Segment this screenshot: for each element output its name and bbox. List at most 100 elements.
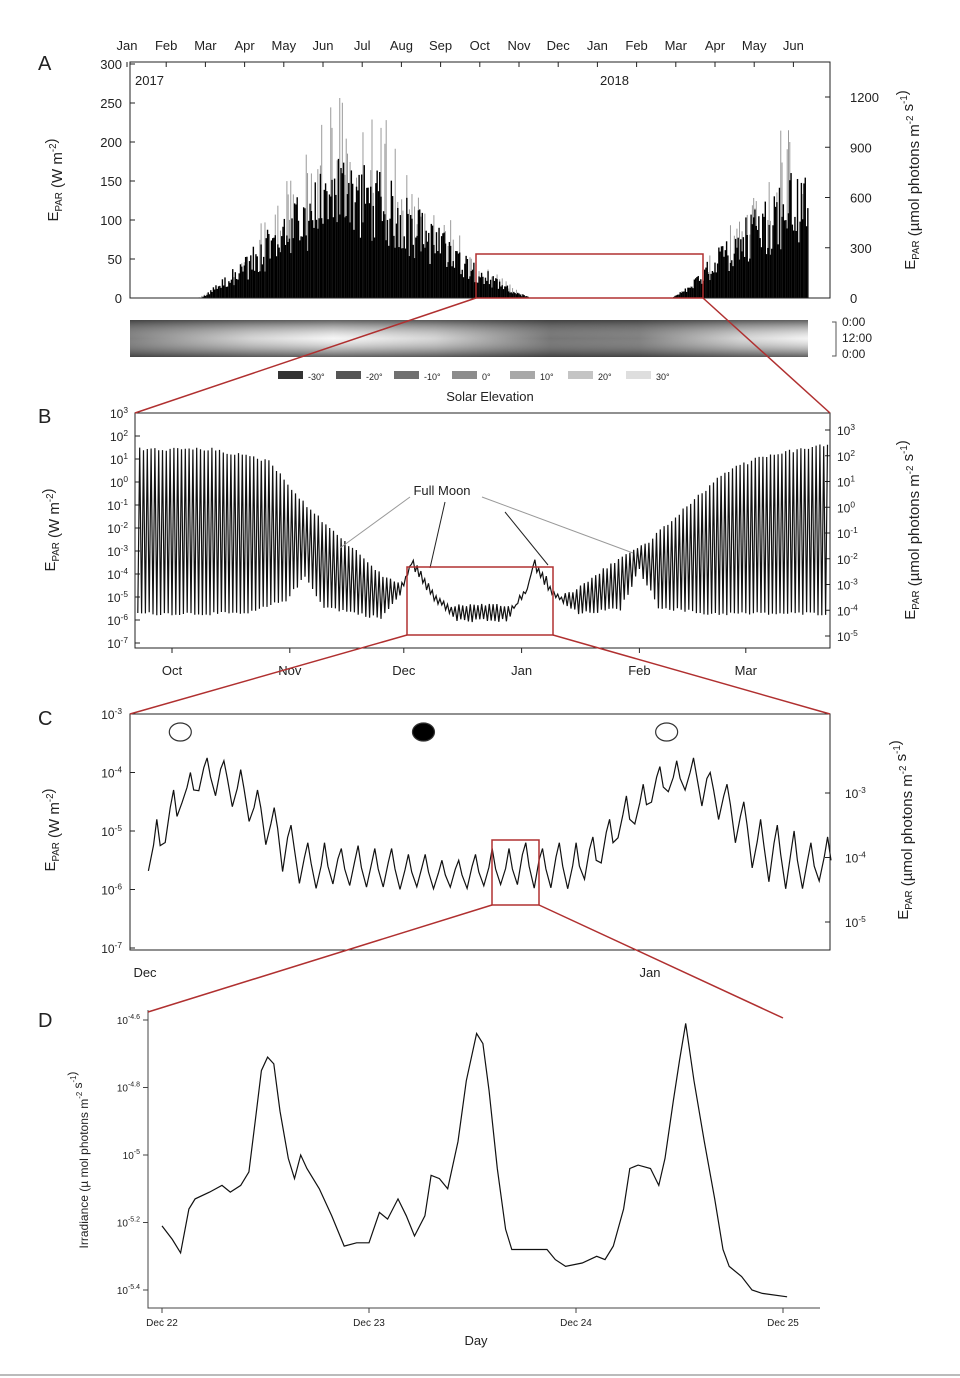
solar-legend-label: -30°: [308, 372, 325, 382]
panel-a-month-label: Sep: [429, 38, 452, 53]
panel-b-month-label: Mar: [735, 663, 758, 678]
panel-b-month-label: Jan: [511, 663, 532, 678]
panel-a-month-label: May: [272, 38, 297, 53]
panel-a-y2label: EPAR (µmol photons m-2 s-1): [894, 90, 923, 270]
panel-b-y2label: EPAR (µmol photons m-2 s-1): [894, 440, 923, 620]
panel-b-y2-tick-label: 10-3: [837, 577, 858, 593]
panel-label-b: B: [38, 406, 51, 428]
panel-a-month-label: Jun: [313, 38, 334, 53]
panel-a-y-tick-label: 50: [108, 252, 122, 267]
full-moon-pointer: [481, 496, 634, 554]
panel-b-y2-tick-label: 10-5: [837, 628, 858, 644]
solar-legend-label: -10°: [424, 372, 441, 382]
panel-b-y-tick-label: 10-2: [107, 520, 128, 536]
panel-b-y-tick-label: 102: [110, 428, 128, 444]
solar-elevation-band: [130, 320, 808, 357]
zoom-connector-a-left: [134, 297, 477, 414]
solar-legend-swatch: [336, 371, 361, 379]
panel-c-y-tick-label: 10-3: [101, 706, 122, 722]
panel-b-y2-tick-label: 102: [837, 448, 855, 464]
panel-b-y2-tick-label: 10-4: [837, 602, 858, 618]
panel-c-y2-tick-label: 10-3: [845, 785, 866, 801]
panel-b-month-label: Oct: [162, 663, 183, 678]
solar-band-daynight: [130, 320, 808, 357]
panel-a-y2-tick-label: 900: [850, 140, 872, 155]
full-moon-annotation: Full Moon: [413, 483, 470, 498]
panel-d-y-tick-label: 10-5.4: [117, 1284, 140, 1297]
zoom-connector-a-right: [702, 297, 831, 414]
year-label-2017: 2017: [135, 73, 164, 88]
panel-c-series-line: [147, 757, 832, 891]
full-moon-icon: [168, 722, 192, 742]
new-moon-icon: [411, 722, 436, 742]
solar-legend-swatch: [568, 371, 593, 379]
panel-b-y-tick-label: 10-1: [107, 497, 128, 513]
panel-a-y-tick-label: 200: [100, 135, 122, 150]
panel-a-month-label: Jul: [354, 38, 371, 53]
panel-a-y-tick-label: 250: [100, 96, 122, 111]
panel-a-month-label: Apr: [234, 38, 255, 53]
panel-a-y-tick-label: 150: [100, 174, 122, 189]
panel-b-y-tick-label: 10-7: [107, 635, 128, 651]
panel-b-y-tick-label: 10-5: [107, 589, 128, 605]
panel-b-y2-tick-label: 100: [837, 499, 855, 515]
panel-a-month-label: Feb: [155, 38, 177, 53]
panel-d-series-line: [161, 1023, 788, 1298]
panel-d-axes: [147, 1010, 820, 1309]
solar-legend-label: 10°: [540, 372, 554, 382]
panel-a-month-label: May: [742, 38, 767, 53]
panel-b-y2-tick-label: 10-1: [837, 525, 858, 541]
panel-c-y-tick-label: 10-7: [101, 940, 122, 956]
panel-d-ylabel: Irradiance (µ mol photons m-2 s-1): [65, 1072, 91, 1249]
zoom-connector-c-right: [538, 904, 784, 1019]
panel-label-d: D: [38, 1010, 52, 1032]
year-label-2018: 2018: [600, 73, 629, 88]
panel-b-month-label: Dec: [392, 663, 416, 678]
zoom-box-a: [475, 253, 704, 299]
panel-a-y-tick-label: 0: [115, 291, 122, 306]
panel-a-month-label: Dec: [547, 38, 571, 53]
panel-a-y-tick-label: 300: [100, 57, 122, 72]
zoom-connector-b-right: [552, 634, 831, 715]
solar-time-label: 0:00: [842, 315, 866, 329]
panel-c-y-tick-label: 10-5: [101, 823, 122, 839]
panel-a-y-tick-label: 100: [100, 213, 122, 228]
solar-legend-swatch: [626, 371, 651, 379]
panel-c-y-tick-label: 10-6: [101, 882, 122, 898]
panel-c-month-label: Jan: [640, 965, 661, 980]
panel-a-month-label: Jan: [587, 38, 608, 53]
panel-d-y-tick-label: 10-4.6: [117, 1014, 140, 1027]
panel-a-month-label: Jun: [783, 38, 804, 53]
panel-c-y2label: EPAR (µmol photons m-2 s-1): [887, 740, 916, 920]
panel-d-x-tick-label: Dec 22: [146, 1318, 178, 1329]
panel-d-x-tick-label: Dec 25: [767, 1318, 799, 1329]
panel-b-y-tick-label: 101: [110, 451, 128, 467]
solar-legend-label: 20°: [598, 372, 612, 382]
panel-b-month-label: Feb: [628, 663, 650, 678]
solar-time-label: 12:00: [842, 331, 872, 345]
solar-time-label: 0:00: [842, 347, 866, 361]
panel-a-month-label: Mar: [665, 38, 688, 53]
panel-c-y2-tick-label: 10-5: [845, 914, 866, 930]
panel-b-y-tick-label: 10-3: [107, 543, 128, 559]
panel-d-x-tick-label: Dec 24: [560, 1318, 592, 1329]
full-moon-icon: [655, 722, 679, 742]
panel-b-y-tick-label: 100: [110, 474, 128, 490]
panel-a-ylabel: EPAR (W m-2): [43, 139, 66, 222]
panel-c-ylabel: EPAR (W m-2): [40, 789, 63, 872]
panel-b-y2-tick-label: 101: [837, 474, 855, 490]
panel-a-y2-tick-label: 600: [850, 191, 872, 206]
panel-c-month-label: Dec: [133, 965, 157, 980]
solar-legend-swatch: [278, 371, 303, 379]
solar-legend-label: 0°: [482, 372, 491, 382]
zoom-box-c: [491, 839, 540, 906]
panel-a-y2-tick-label: 300: [850, 241, 872, 256]
full-moon-pointer: [339, 496, 411, 549]
panel-b-y-tick-label: 10-4: [107, 566, 128, 582]
full-moon-pointer: [429, 501, 446, 569]
panel-label-a: A: [38, 53, 52, 75]
solar-legend-title: Solar Elevation: [446, 389, 533, 404]
panel-b-ylabel: EPAR (W m-2): [40, 489, 63, 572]
solar-legend-swatch: [452, 371, 477, 379]
panel-d-y-tick-label: 10-5: [123, 1149, 140, 1162]
